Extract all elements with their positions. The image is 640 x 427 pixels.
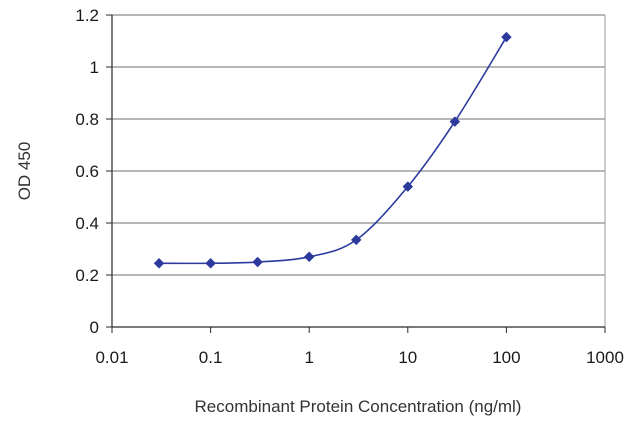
x-tick-label: 0.1 — [199, 348, 223, 367]
data-point-marker — [205, 257, 216, 269]
y-axis-ticks: 0 0.2 0.4 0.6 0.8 1 1.2 — [75, 6, 112, 337]
horizontal-gridlines — [112, 14, 605, 276]
data-point-marker — [449, 116, 461, 127]
y-tick-label: 0.8 — [75, 110, 99, 129]
x-tick-label: 10 — [398, 348, 417, 367]
data-point-marker — [153, 257, 165, 269]
data-point-marker — [350, 234, 362, 246]
series-od450 — [153, 31, 512, 269]
x-tick-label: 0.01 — [95, 348, 128, 367]
data-point-marker — [252, 256, 263, 268]
y-axis-label: OD 450 — [15, 142, 34, 201]
x-axis-ticks: 0.01 0.1 1 10 100 1000 — [95, 327, 624, 367]
data-point-marker — [501, 31, 512, 43]
y-tick-label: 1.2 — [75, 6, 99, 25]
x-tick-label: 100 — [492, 348, 520, 367]
data-point-marker — [303, 251, 315, 263]
y-tick-label: 0 — [90, 318, 99, 337]
x-tick-label: 1000 — [586, 348, 624, 367]
y-tick-label: 0.4 — [75, 214, 99, 233]
x-axis-label: Recombinant Protein Concentration (ng/ml… — [195, 397, 522, 416]
y-tick-label: 0.2 — [75, 266, 99, 285]
y-tick-label: 1 — [90, 58, 99, 77]
y-tick-label: 0.6 — [75, 162, 99, 181]
data-point-marker — [402, 181, 414, 192]
x-tick-label: 1 — [304, 348, 313, 367]
